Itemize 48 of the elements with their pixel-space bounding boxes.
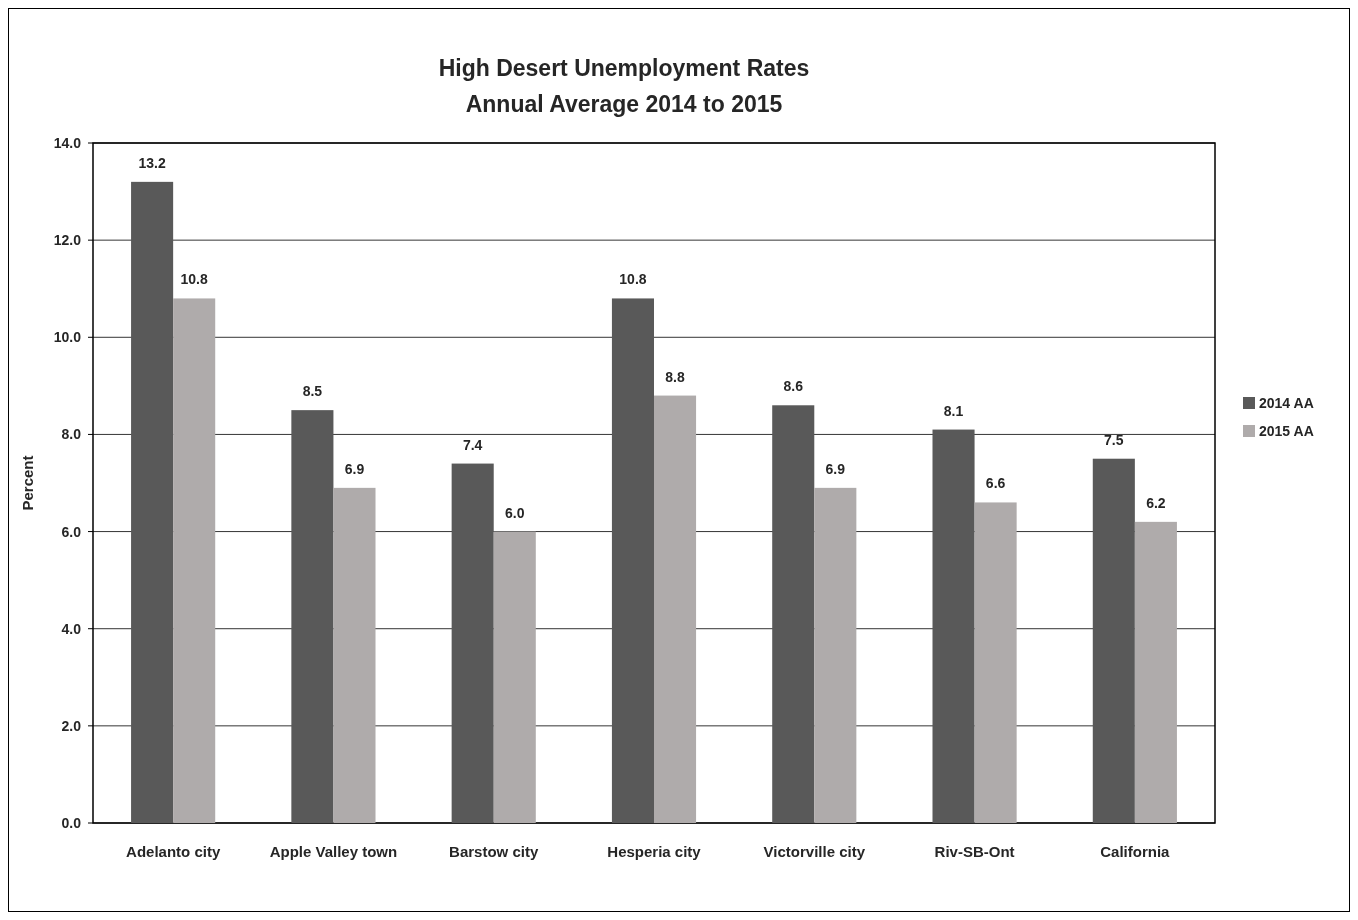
data-label: 8.6 [783,378,804,395]
bar [932,429,975,823]
y-axis-title: Percent [19,455,36,511]
y-tick-label: 2.0 [61,717,82,734]
x-tick-label: Riv-SB-Ont [934,843,1015,860]
bar [131,181,174,823]
x-tick-label: Apple Valley town [269,843,398,860]
bar [654,395,697,823]
data-label: 6.6 [985,475,1006,492]
y-tick-label: 14.0 [53,135,82,151]
bar [451,463,494,823]
data-label: 10.8 [619,271,647,288]
data-label: 6.9 [344,460,365,477]
bar [291,410,334,823]
y-tick-label: 0.0 [61,815,82,831]
data-label: 6.9 [825,460,846,477]
bar [493,531,536,823]
x-tick-label: Hesperia city [607,843,702,860]
chart-title: High Desert Unemployment Rates [438,55,810,81]
x-tick-label: Barstow city [449,843,539,860]
bar [772,405,815,823]
y-tick-label: 10.0 [53,329,82,346]
data-label: 13.2 [138,154,166,171]
data-label: 10.8 [180,271,209,288]
y-tick-label: 12.0 [53,232,82,249]
legend-label: 2015 AA [1259,423,1314,439]
bar [1092,458,1135,823]
data-label: 8.8 [665,368,685,385]
chart-subtitle: Annual Average 2014 to 2015 [465,91,783,117]
data-label: 6.2 [1146,494,1166,511]
x-tick-label: Adelanto city [126,843,221,860]
data-label: 7.5 [1104,431,1124,448]
bar [974,502,1017,823]
bar [611,298,654,823]
data-label: 8.1 [943,402,964,419]
data-label: 8.5 [302,383,323,400]
bar [1134,521,1177,823]
y-tick-label: 4.0 [61,620,82,637]
data-label: 7.4 [462,436,483,453]
y-tick-label: 6.0 [61,523,82,540]
x-tick-label: Victorville city [763,843,866,860]
data-label: 6.0 [505,504,525,521]
bar [173,298,216,823]
x-tick-label: California [1100,843,1171,860]
legend-label: 2014 AA [1259,395,1314,411]
y-tick-label: 8.0 [61,426,82,443]
bar [333,487,376,823]
bar [814,487,857,823]
